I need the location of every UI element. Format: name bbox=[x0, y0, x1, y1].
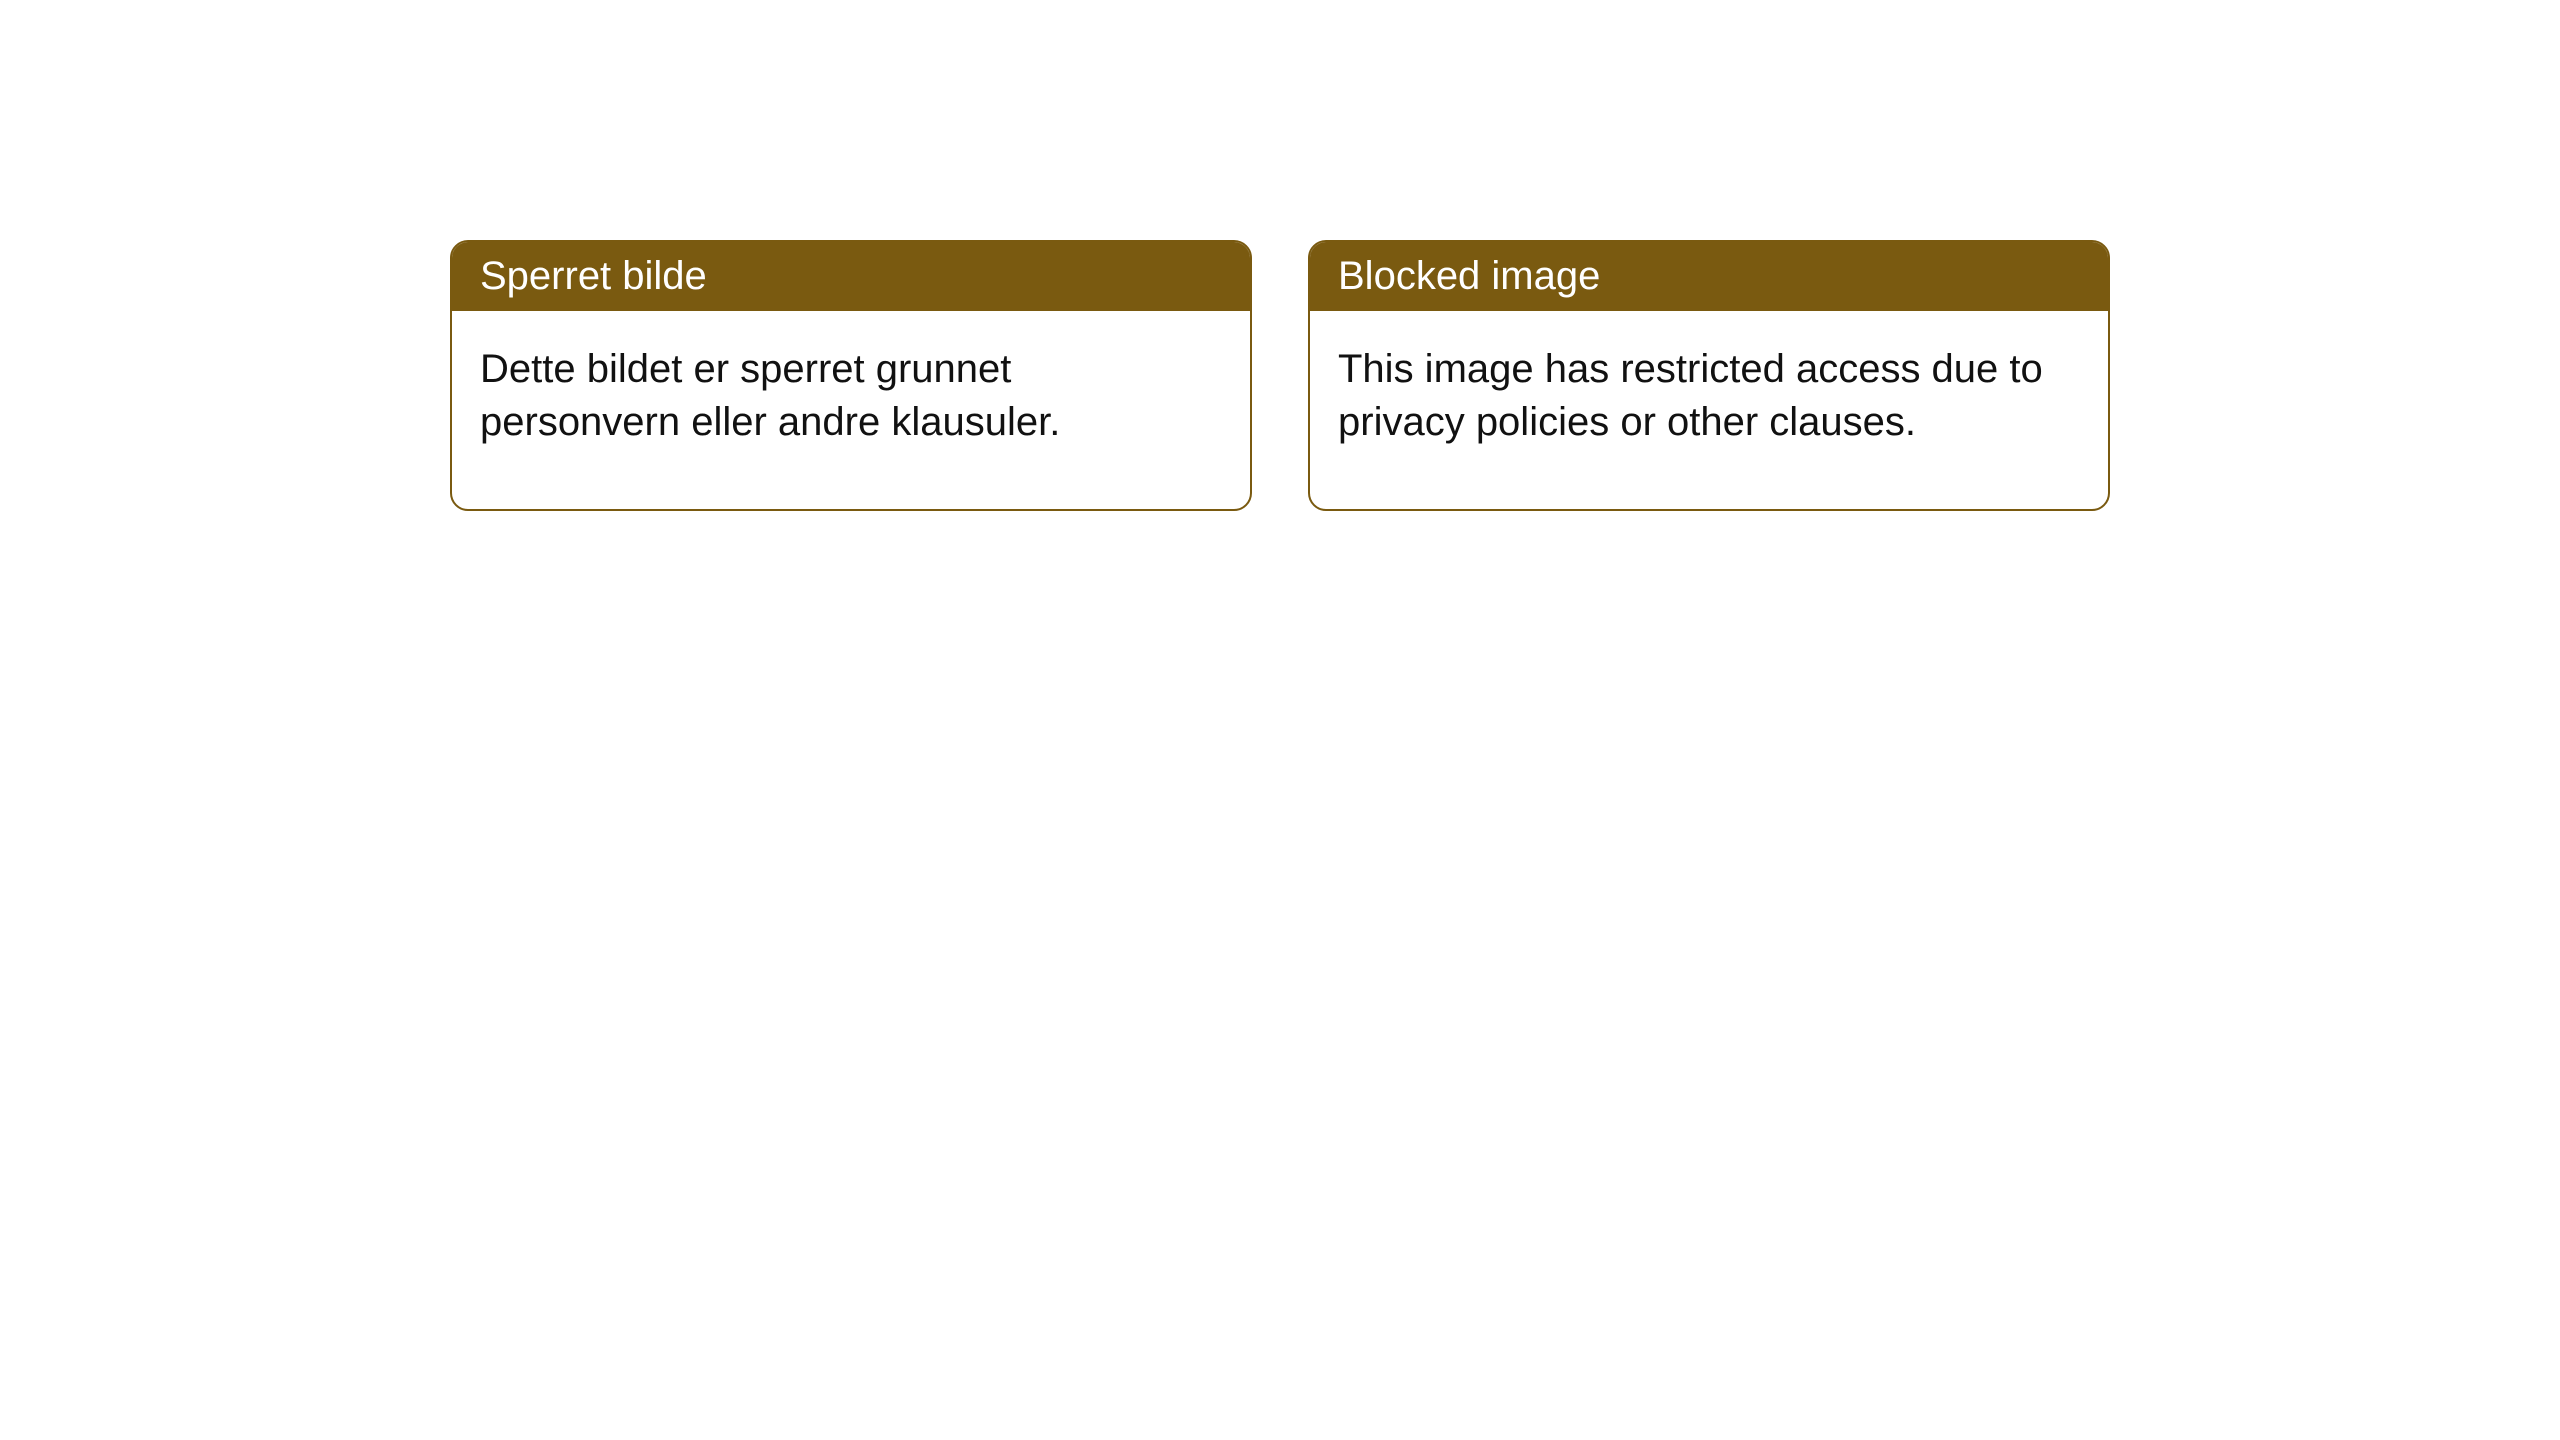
card-title: Blocked image bbox=[1310, 242, 2108, 311]
blocked-image-card-no: Sperret bilde Dette bildet er sperret gr… bbox=[450, 240, 1252, 511]
card-body: Dette bildet er sperret grunnet personve… bbox=[452, 311, 1250, 509]
card-title: Sperret bilde bbox=[452, 242, 1250, 311]
card-body: This image has restricted access due to … bbox=[1310, 311, 2108, 509]
blocked-image-card-en: Blocked image This image has restricted … bbox=[1308, 240, 2110, 511]
notice-cards-container: Sperret bilde Dette bildet er sperret gr… bbox=[0, 0, 2560, 751]
